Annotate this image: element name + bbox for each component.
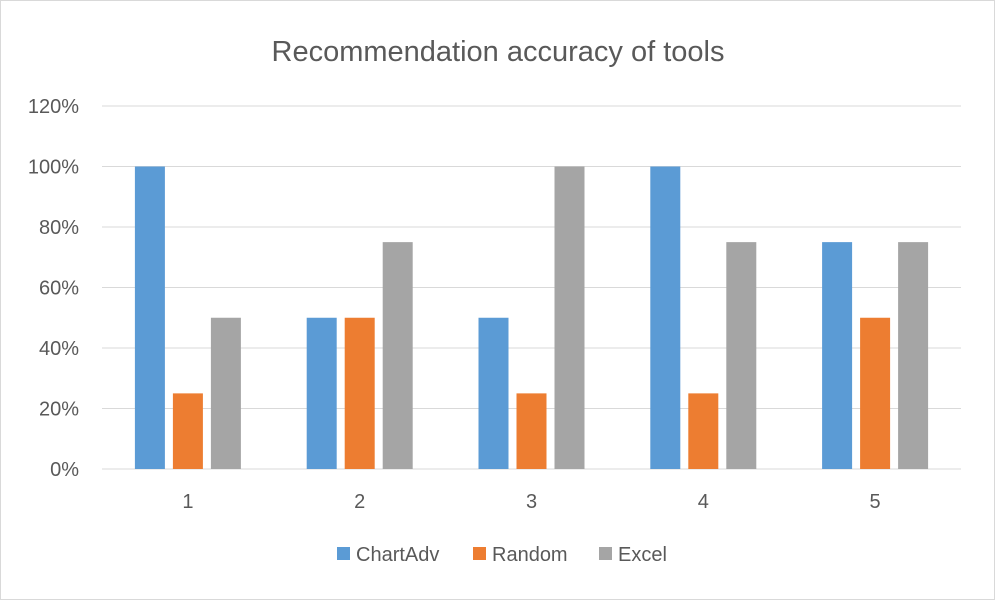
y-tick-label: 20% — [39, 399, 79, 421]
bar-excel-2 — [382, 242, 413, 469]
bar-excel-4 — [726, 242, 757, 469]
legend-swatch-excel — [599, 547, 612, 560]
bar-random-3 — [516, 393, 547, 469]
y-tick-label: 60% — [39, 278, 79, 300]
legend-swatch-random — [473, 547, 486, 560]
gridlines — [102, 105, 961, 470]
bar-chartadv-2 — [306, 317, 337, 469]
chart-title: Recommendation accuracy of tools — [272, 36, 725, 68]
bar-random-5 — [860, 317, 891, 469]
y-tick-label: 80% — [39, 217, 79, 239]
bar-random-2 — [344, 317, 375, 469]
bar-random-4 — [688, 393, 719, 469]
legend: ChartAdv Random Excel — [337, 544, 667, 566]
bar-excel-5 — [898, 242, 929, 469]
bar-excel-1 — [210, 317, 241, 469]
bar-chartadv-4 — [650, 166, 681, 469]
x-tick-label: 3 — [526, 491, 537, 513]
x-tick-label: 2 — [354, 491, 365, 513]
y-tick-label: 120% — [28, 96, 79, 118]
bar-excel-3 — [554, 166, 585, 469]
x-tick-label: 1 — [182, 491, 193, 513]
x-tick-label: 4 — [698, 491, 709, 513]
bar-random-1 — [172, 393, 203, 469]
bar-chartadv-1 — [134, 166, 165, 469]
legend-swatch-chartadv — [337, 547, 350, 560]
y-tick-label: 40% — [39, 338, 79, 360]
x-tick-label: 5 — [870, 491, 881, 513]
bar-chartadv-5 — [822, 242, 853, 469]
y-tick-label: 100% — [28, 157, 79, 179]
bar-chartadv-3 — [478, 317, 509, 469]
legend-label-random: Random — [492, 544, 568, 566]
y-tick-label: 0% — [50, 459, 79, 481]
bars — [134, 166, 929, 469]
x-axis-tick-labels: 1 2 3 4 5 — [182, 491, 880, 513]
legend-label-chartadv: ChartAdv — [356, 544, 439, 566]
y-axis-tick-labels: 0% 20% 40% 60% 80% 100% 120% — [28, 96, 79, 481]
legend-label-excel: Excel — [618, 544, 667, 566]
